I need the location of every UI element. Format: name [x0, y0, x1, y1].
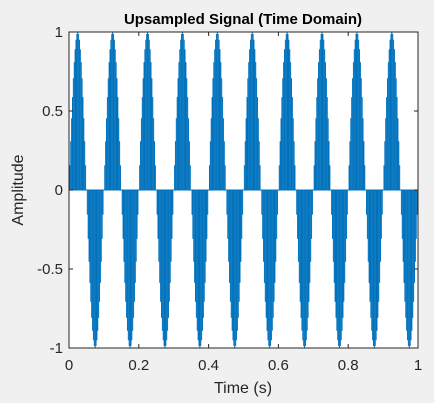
- x-tick-label: 0: [65, 357, 73, 374]
- y-tick-label: -0.5: [37, 261, 63, 278]
- x-tick-label: 0.8: [338, 357, 359, 374]
- y-tick-label: 0.5: [42, 103, 63, 120]
- x-tick-label: 0.4: [198, 357, 219, 374]
- stem-series: [69, 32, 418, 348]
- y-tick-label: -1: [50, 340, 63, 357]
- x-tick-label: 0.6: [268, 357, 289, 374]
- x-tick-label: 0.2: [128, 357, 149, 374]
- chart-title: Upsampled Signal (Time Domain): [124, 11, 362, 28]
- x-axis-label: Time (s): [214, 380, 272, 397]
- y-tick-label: 1: [55, 24, 63, 41]
- y-axis-ticks: -1 -0.5 0 0.5 1: [37, 24, 418, 357]
- x-axis-ticks: 0 0.2 0.4 0.6 0.8 1: [65, 32, 422, 374]
- x-tick-label: 1: [414, 357, 422, 374]
- y-axis-label: Amplitude: [10, 154, 27, 225]
- y-tick-label: 0: [55, 182, 63, 199]
